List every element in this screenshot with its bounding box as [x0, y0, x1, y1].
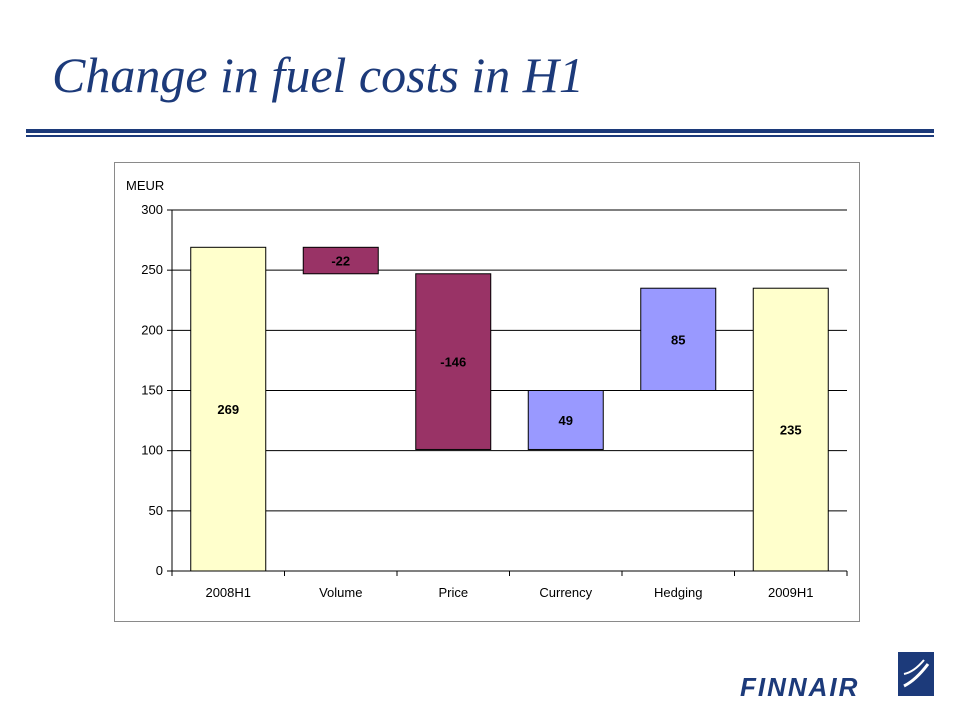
y-tick-label: 50: [149, 503, 163, 518]
data-label: 85: [671, 332, 685, 347]
bar-2009h1: [752, 287, 829, 572]
data-label: -22: [331, 254, 350, 269]
logo-wordmark: FINNAIR: [740, 672, 860, 702]
bar-hedging: [640, 287, 717, 391]
y-tick-label: 100: [141, 443, 163, 458]
x-tick-label: 2008H1: [205, 585, 251, 600]
y-axis-label: MEUR: [126, 178, 164, 193]
chart-canvas: MEUR 269 -22 -146 49 85 235 0 50 100 150 200 250 30…: [126, 178, 848, 600]
logo-emblem-icon: [898, 652, 934, 696]
data-label: 269: [217, 402, 239, 417]
x-tick-label: Volume: [319, 585, 362, 600]
title-divider-thin: [26, 135, 934, 137]
slide-title: Change in fuel costs in H1: [52, 47, 584, 103]
x-tick-label: Currency: [539, 585, 592, 600]
bars: 269 -22 -146 49 85 235: [190, 246, 829, 572]
y-tick-label: 150: [141, 383, 163, 398]
y-tick-label: 200: [141, 322, 163, 337]
axes: 0 50 100 150 200 250 300 2008H1 Volume Price Curre…: [141, 202, 848, 600]
x-tick-label: Hedging: [654, 585, 702, 600]
bar-currency: [527, 390, 604, 450]
waterfall-chart: MEUR 269 -22 -146 49 85 235 0 50 100 150 200 250 30…: [114, 162, 860, 622]
y-tick-label: 300: [141, 202, 163, 217]
bar-volume: [302, 246, 379, 275]
x-tick-label: Price: [438, 585, 468, 600]
y-tick-label: 250: [141, 262, 163, 277]
data-label: 235: [780, 423, 802, 438]
x-tick-label: 2009H1: [768, 585, 814, 600]
bar-price: [415, 273, 492, 450]
finnair-logo: FINNAIR: [740, 652, 934, 702]
title-divider: [26, 129, 934, 133]
data-label: -146: [440, 355, 466, 370]
gridlines: [172, 209, 847, 512]
y-tick-label: 0: [156, 563, 163, 578]
data-label: 49: [559, 413, 573, 428]
